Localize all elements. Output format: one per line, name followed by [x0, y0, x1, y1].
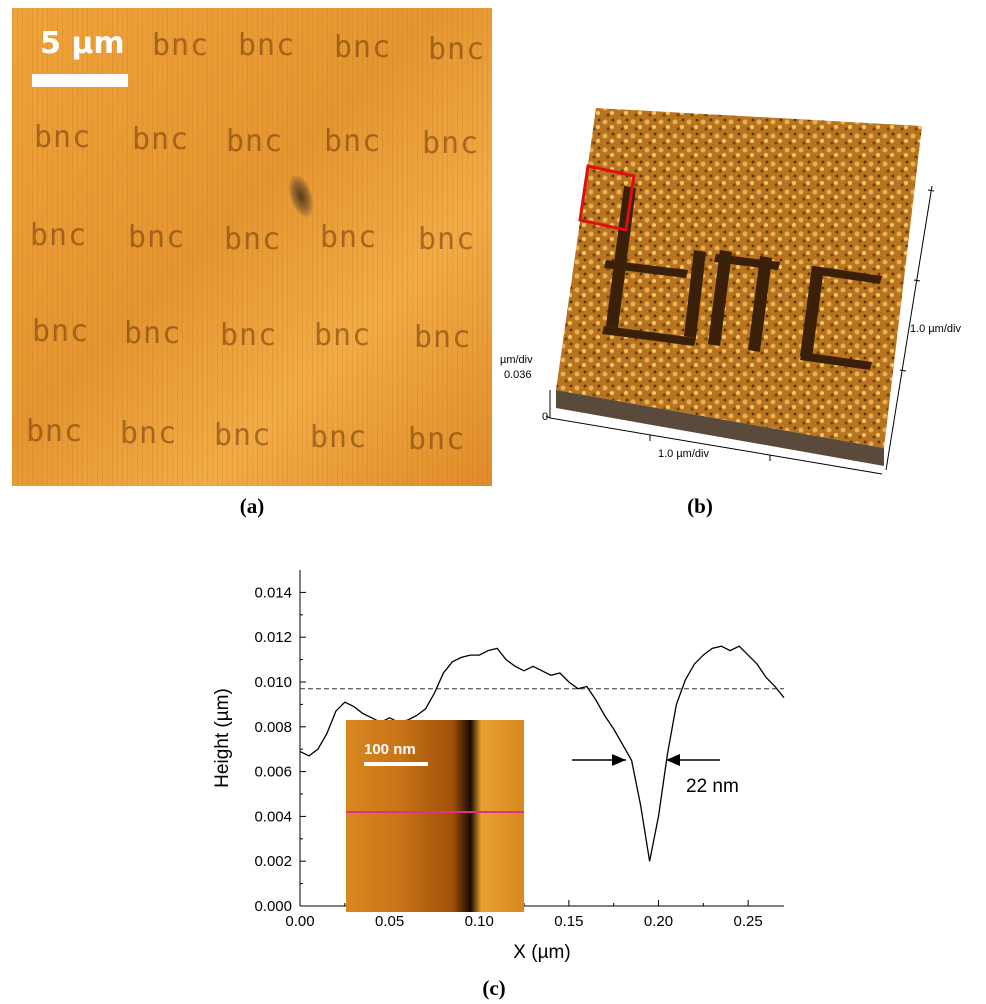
bnc-pattern: bnc [32, 314, 90, 349]
y-axis-title: Height (µm) [212, 688, 233, 788]
y-tick-label: 0.006 [254, 764, 292, 781]
y-tick-label: 0.010 [254, 674, 292, 691]
bnc-pattern: bnc [418, 222, 476, 257]
caption-a: (a) [239, 494, 265, 518]
x-tick-label: 0.20 [644, 913, 673, 930]
surface-base-side [556, 390, 884, 466]
bnc-pattern: bnc [26, 414, 84, 449]
caption-b: (b) [687, 494, 713, 518]
x-tick-label: 0.25 [734, 913, 763, 930]
bnc-pattern: bnc [34, 120, 92, 155]
bnc-pattern: bnc [224, 222, 282, 257]
inset-afm-image: 100 nm [346, 720, 524, 912]
caption-c: (c) [482, 976, 506, 1000]
width-annotation: 22 nm [572, 754, 739, 797]
x-tick-label: 0.15 [554, 913, 583, 930]
y-axis-label: 1.0 µm/div [910, 323, 961, 335]
scale-bar-label: 5 µm [40, 26, 125, 61]
panel-a-image: bnc bnc bnc bnc bnc bnc bnc bnc bnc bnc … [12, 8, 492, 486]
bnc-pattern: bnc [220, 318, 278, 353]
inset-scale-bar [364, 762, 428, 766]
bnc-pattern: bnc [414, 320, 472, 355]
x-tick-label: 0.10 [465, 913, 494, 930]
z-axis-value: 0.036 [504, 369, 532, 381]
bnc-pattern: bnc [152, 28, 210, 63]
right-arrow-head [666, 754, 680, 766]
x-tick-label: 0.05 [375, 913, 404, 930]
inset-scale-label: 100 nm [364, 741, 416, 758]
bnc-pattern: bnc [124, 316, 182, 351]
bnc-pattern: bnc [30, 218, 88, 253]
bnc-pattern: bnc [128, 220, 186, 255]
y-tick-label: 0.014 [254, 584, 292, 601]
panel-c-height-profile: 0.000 0.002 0.004 0.006 0.008 0.010 0.012 0.014… [212, 570, 785, 963]
y-tick-label: 0.002 [254, 853, 292, 870]
bnc-pattern: bnc [334, 30, 392, 65]
scan-line-texture [12, 8, 492, 486]
bnc-pattern: bnc [408, 422, 466, 457]
bnc-pattern: bnc [320, 220, 378, 255]
bnc-pattern: bnc [324, 124, 382, 159]
bnc-pattern: bnc [238, 28, 296, 63]
bnc-pattern: bnc [214, 418, 272, 453]
scale-bar [32, 74, 128, 87]
bnc-pattern: bnc [310, 420, 368, 455]
width-label: 22 nm [686, 776, 739, 797]
inset-image [346, 720, 524, 912]
y-tick-label: 0.008 [254, 719, 292, 736]
bnc-pattern: bnc [314, 318, 372, 353]
x-tick-label: 0.00 [285, 913, 314, 930]
x-axis-title: X (µm) [513, 942, 570, 963]
left-arrow-head [612, 754, 626, 766]
y-tick-label: 0.004 [254, 808, 292, 825]
y-tick-label: 0.012 [254, 629, 292, 646]
bnc-pattern: bnc [226, 124, 284, 159]
bnc-pattern: bnc [422, 126, 480, 161]
z-axis-unit: µm/div [500, 354, 533, 366]
y-tick-label: 0.000 [254, 898, 292, 915]
z-axis-zero: 0 [542, 411, 548, 423]
bnc-pattern: bnc [132, 122, 190, 157]
panel-b-3d-topography: µm/div 0.036 0 1.0 µm/div 1.0 µm/div [500, 108, 961, 475]
3d-axes [545, 185, 935, 475]
highlight-box [578, 164, 636, 232]
bnc-pattern: bnc [428, 32, 486, 67]
bnc-pattern: bnc [120, 416, 178, 451]
x-axis-label: 1.0 µm/div [658, 448, 709, 460]
